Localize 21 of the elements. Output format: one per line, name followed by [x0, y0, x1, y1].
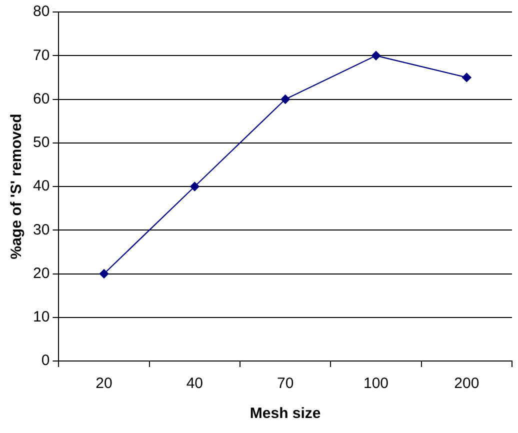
y-tick-label: 30 [32, 221, 50, 238]
y-tick-label: 0 [41, 352, 50, 370]
y-tick-label: 60 [32, 90, 50, 108]
point [99, 269, 109, 278]
x-tick-label: 20 [96, 375, 112, 392]
y-axis-title: %age of 'S' removed [8, 114, 26, 260]
y-tick-label: 10 [32, 308, 50, 326]
point [280, 94, 290, 104]
y-tick-label: 70 [32, 46, 50, 64]
x-tick-label: 100 [363, 375, 389, 392]
x-tick-label: 200 [454, 375, 480, 392]
point [190, 182, 200, 192]
point [462, 72, 472, 82]
point [371, 51, 381, 60]
x-tick-label: 40 [186, 375, 204, 392]
y-tick-label: 80 [32, 3, 50, 20]
y-tick-label: 20 [32, 264, 50, 282]
x-axis-title: Mesh size [250, 405, 321, 422]
y-tick-label: 40 [32, 178, 50, 195]
y-tick-label: 50 [32, 134, 50, 152]
x-tick-label: 70 [277, 375, 294, 392]
